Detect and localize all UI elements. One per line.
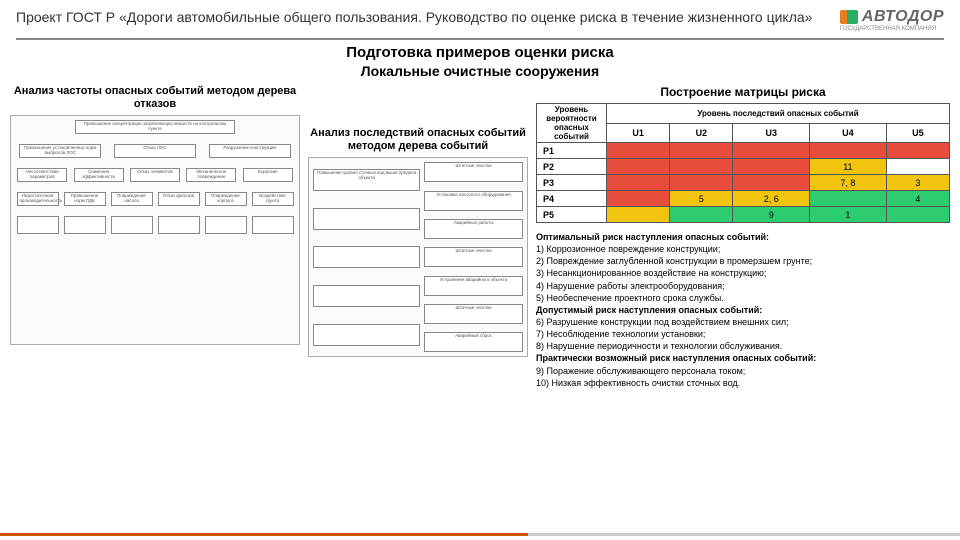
- fault-tree-diagram: Превышение концентрации загрязняющих вещ…: [10, 115, 300, 345]
- matrix-caption: Построение матрицы риска: [536, 85, 950, 99]
- risk-text-block: Оптимальный риск наступления опасных соб…: [536, 231, 950, 389]
- page-title: Проект ГОСТ Р «Дороги автомобильные обще…: [16, 8, 840, 28]
- subsection-title: Локальные очистные сооружения: [0, 63, 960, 79]
- risk-matrix: Уровень вероятности опасных событий Уров…: [536, 103, 950, 223]
- section-title: Подготовка примеров оценки риска: [0, 44, 960, 61]
- divider: [16, 38, 944, 40]
- logo: АВТОДОР ГОСУДАРСТВЕННАЯ КОМПАНИЯ: [840, 8, 944, 32]
- event-tree-caption: Анализ последствий опасных событий метод…: [308, 127, 528, 153]
- event-tree-diagram: Повышение уровня сточных вод выше предел…: [308, 157, 528, 357]
- fault-tree-caption: Анализ частоты опасных событий методом д…: [10, 85, 300, 111]
- footer-accent: [0, 533, 960, 536]
